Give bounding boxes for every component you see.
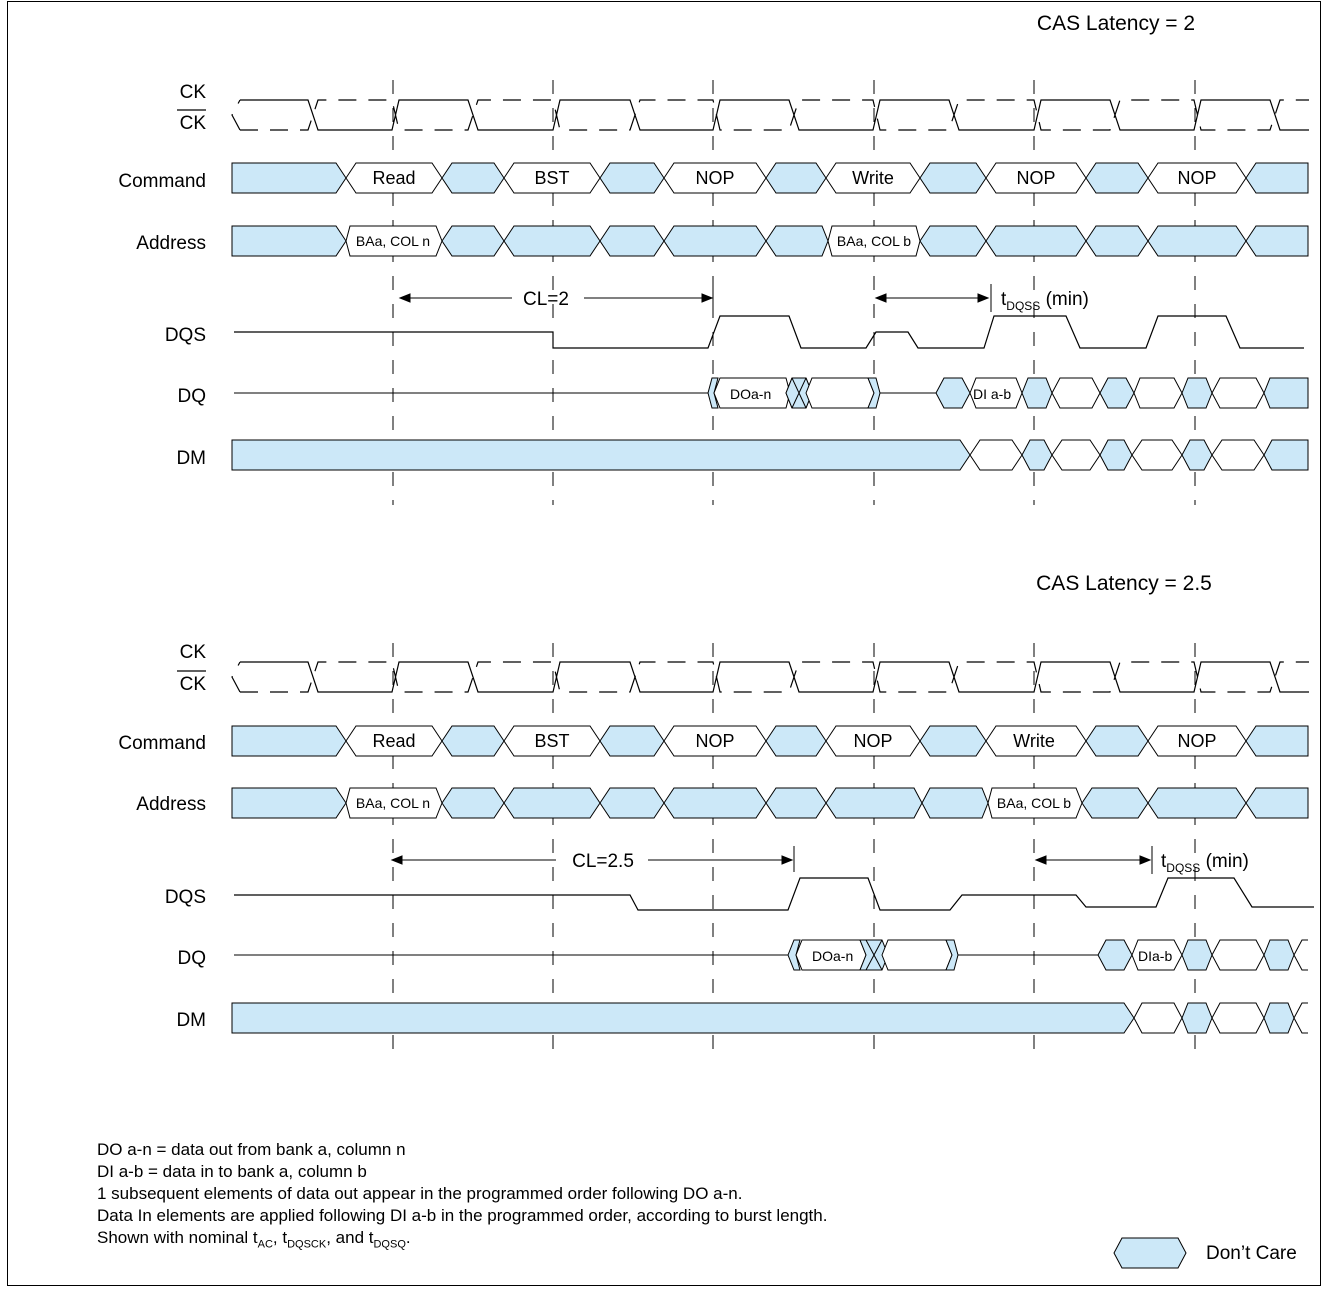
command-label: Command xyxy=(118,733,206,754)
ck-waveform xyxy=(231,99,1309,131)
cl-arrow xyxy=(398,290,714,306)
cl-arrow xyxy=(390,846,795,872)
command-bst: BST xyxy=(534,168,569,188)
address-col-n: BAa, COL n xyxy=(356,233,430,249)
diagram-frame xyxy=(7,1,1321,1286)
ck-label: CK xyxy=(180,642,207,663)
dq-in-label: DIa-b xyxy=(1138,948,1172,964)
tdqss-arrow xyxy=(874,284,992,312)
panel-title: CAS Latency = 2.5 xyxy=(1036,572,1212,595)
ck-bar-label: CK xyxy=(180,113,207,134)
tdqss-label: tDQSS (min) xyxy=(1001,289,1089,313)
tdqss-label: tDQSS (min) xyxy=(1161,851,1249,875)
note-data-in-order: Data In elements are applied following D… xyxy=(97,1206,828,1225)
dqs-waveform xyxy=(234,877,1314,911)
command-bus xyxy=(231,162,1309,194)
address-col-n: BAa, COL n xyxy=(356,795,430,811)
dq-out-label: DOa-n xyxy=(812,948,853,964)
panel-cl2: CAS Latency = 2 CK CK Command Address DQ… xyxy=(118,12,1309,505)
dont-care-label: Don’t Care xyxy=(1206,1243,1297,1264)
address-label: Address xyxy=(136,794,206,815)
cl-label: CL=2 xyxy=(523,289,569,310)
command-write: Write xyxy=(852,168,894,188)
panel-title: CAS Latency = 2 xyxy=(1037,12,1195,35)
address-col-b: BAa, COL b xyxy=(837,233,911,249)
note-timing: Shown with nominal tAC, tDQSCK, and tDQS… xyxy=(97,1228,411,1251)
command-bst: BST xyxy=(534,731,569,751)
command-write: Write xyxy=(1013,731,1055,751)
dqs-label: DQS xyxy=(165,325,206,346)
address-col-b: BAa, COL b xyxy=(997,795,1071,811)
note-di: DI a-b = data in to bank a, column b xyxy=(97,1162,367,1181)
dont-care-swatch xyxy=(1113,1237,1187,1269)
command-nop: NOP xyxy=(1177,168,1216,188)
address-bus xyxy=(231,225,1309,257)
tdqss-arrow xyxy=(1034,846,1153,874)
ck-bar-label: CK xyxy=(180,674,207,695)
command-bus xyxy=(231,725,1309,757)
command-nop: NOP xyxy=(695,168,734,188)
ck-label: CK xyxy=(180,82,207,103)
command-nop: NOP xyxy=(853,731,892,751)
dm-label: DM xyxy=(176,448,206,469)
dq-label: DQ xyxy=(178,386,207,407)
address-label: Address xyxy=(136,233,206,254)
dq-label: DQ xyxy=(178,948,207,969)
command-nop: NOP xyxy=(1016,168,1055,188)
dm-label: DM xyxy=(176,1010,206,1031)
dm-bus xyxy=(231,1002,1308,1034)
dq-out-label: DOa-n xyxy=(730,386,771,402)
dq-bus xyxy=(234,377,1309,409)
cl-label: CL=2.5 xyxy=(572,851,634,872)
footnotes: DO a-n = data out from bank a, column n … xyxy=(97,1139,827,1255)
dq-bus xyxy=(234,939,1308,971)
ck-waveform xyxy=(231,661,1309,693)
command-nop: NOP xyxy=(695,731,734,751)
command-read: Read xyxy=(372,731,415,751)
note-do: DO a-n = data out from bank a, column n xyxy=(97,1140,406,1159)
command-read: Read xyxy=(372,168,415,188)
note-data-out-order: 1 subsequent elements of data out appear… xyxy=(97,1184,743,1203)
clock-reference-lines xyxy=(392,643,1196,1055)
dqs-label: DQS xyxy=(165,887,206,908)
address-bus xyxy=(231,787,1309,819)
command-nop: NOP xyxy=(1177,731,1216,751)
dq-in-label: DI a-b xyxy=(973,386,1011,402)
command-label: Command xyxy=(118,171,206,192)
dqs-waveform xyxy=(234,315,1304,349)
panel-cl25: CAS Latency = 2.5 CK CK Command Address … xyxy=(118,572,1314,1055)
dm-bus xyxy=(231,439,1309,471)
